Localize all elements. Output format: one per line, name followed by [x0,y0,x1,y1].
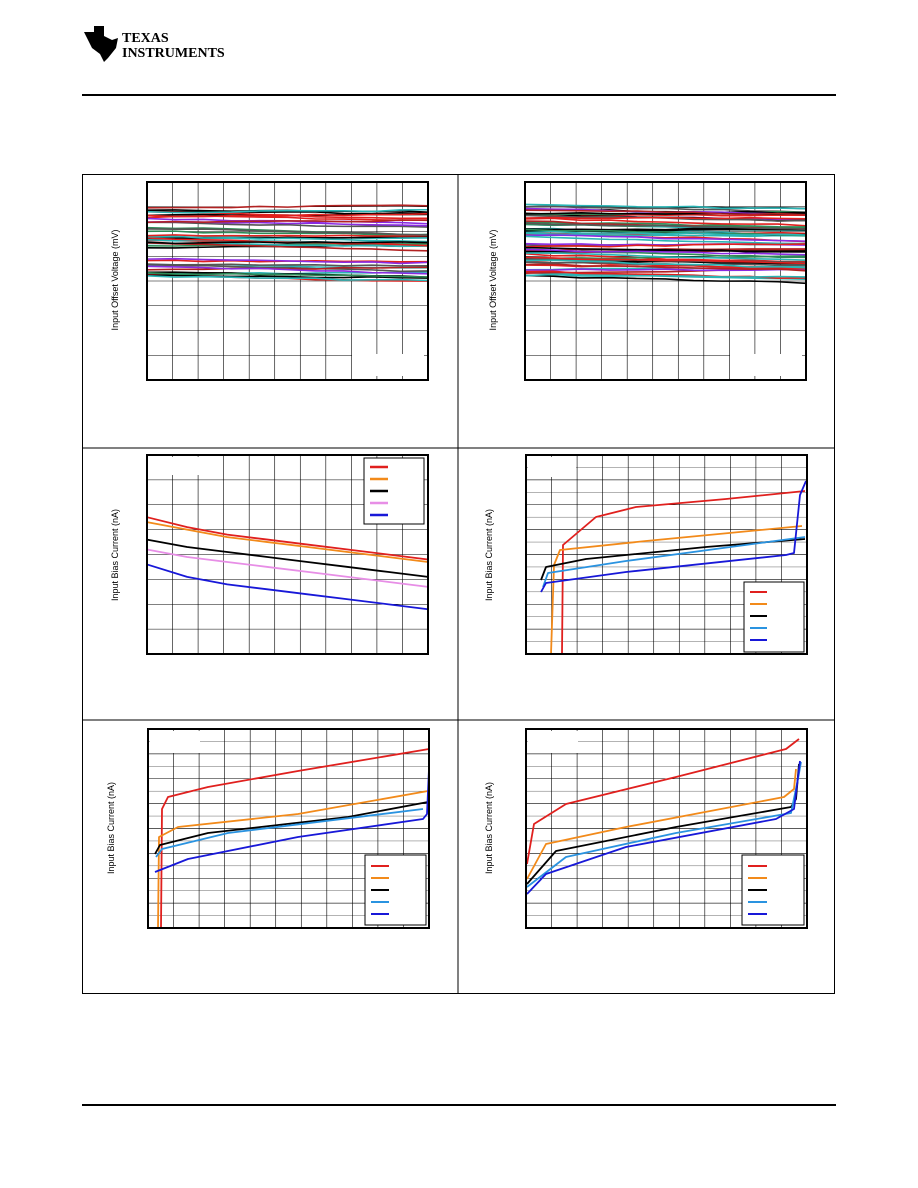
offset-trace [146,204,429,209]
bias-series-4 [146,548,429,588]
offset-trace [146,265,429,275]
bias-red [526,738,800,865]
offset-trace [146,241,429,245]
offset-trace [524,274,807,285]
offset-trace [524,217,807,227]
bias-series-5 [146,563,429,611]
plot-bias-current-2 [525,454,808,655]
bias-series-1 [146,516,429,561]
offset-trace [524,234,807,242]
offset-trace [146,274,429,279]
offset-trace [524,205,807,214]
offset-trace [524,252,807,262]
offset-trace [524,268,807,272]
bias-lightblue [155,808,424,858]
plot-border [146,454,429,655]
offset-trace [524,235,807,245]
bias-series-3 [146,538,429,578]
panel3-ylabel: Input Bias Current (nA) [110,509,120,601]
conditions-box [528,731,578,753]
plot-offset-voltage-2 [524,181,807,381]
plot-bias-current-4 [525,728,808,929]
offset-trace [524,259,807,269]
plot-border [524,181,807,381]
bias-black [154,801,429,855]
conditions-box [352,354,424,376]
bias-blue [154,768,430,873]
conditions-box [730,354,802,376]
offset-trace [146,257,429,265]
offset-trace [524,243,807,248]
panel4-ylabel: Input Bias Current (nA) [484,509,494,601]
offset-trace [146,263,429,267]
offset-trace [146,230,429,236]
offset-trace [524,248,807,252]
offset-trace [524,252,807,263]
conditions-box [150,731,200,753]
offset-trace [146,208,429,214]
footer-rule [82,1104,836,1106]
bias-orange [157,790,429,929]
company-line2: INSTRUMENTS [122,46,225,61]
bias-red [160,748,430,929]
offset-trace [146,219,429,224]
offset-trace [146,210,429,215]
bias-blue [526,760,801,895]
panel5-ylabel: Input Bias Current (nA) [106,782,116,874]
bias-series-2 [146,521,429,563]
offset-trace [146,272,429,278]
bias-lightblue [542,536,806,588]
offset-trace [146,228,429,236]
plot-border [525,454,808,655]
header-rule [82,94,836,96]
offset-trace [524,256,807,265]
texas-state-icon [84,26,118,62]
offset-trace [524,248,807,256]
plot-border [146,181,429,381]
offset-trace [524,222,807,230]
offset-trace [524,263,807,272]
offset-trace [146,234,429,237]
offset-trace [146,214,429,222]
panel2-ylabel: Input Offset Voltage (mV) [488,230,498,331]
offset-trace [146,263,429,273]
plot-bias-current-1 [146,454,429,655]
offset-trace [524,209,807,216]
offset-trace [146,241,429,252]
offset-trace [524,230,807,236]
bias-black [540,538,806,581]
offset-trace [524,273,807,278]
ti-logo: TEXAS INSTRUMENTS [84,26,225,62]
offset-trace [524,203,807,210]
offset-trace [524,246,807,253]
offset-trace [146,235,429,243]
plot-offset-voltage-1 [146,181,429,381]
conditions-box [528,457,576,477]
bias-orange [550,525,803,655]
bias-orange [526,768,797,880]
offset-trace [146,221,429,228]
offset-trace [146,237,429,247]
panel6-ylabel: Input Bias Current (nA) [484,782,494,874]
offset-trace [524,232,807,238]
panel1-ylabel: Input Offset Voltage (mV) [110,230,120,331]
plot-border [525,728,808,929]
bias-blue [540,480,807,593]
offset-trace [146,275,429,282]
company-line1: TEXAS [122,31,169,46]
plot-bias-current-3 [147,728,430,929]
offset-trace [524,216,807,220]
plot-border [147,728,430,929]
conditions-box [149,457,199,475]
